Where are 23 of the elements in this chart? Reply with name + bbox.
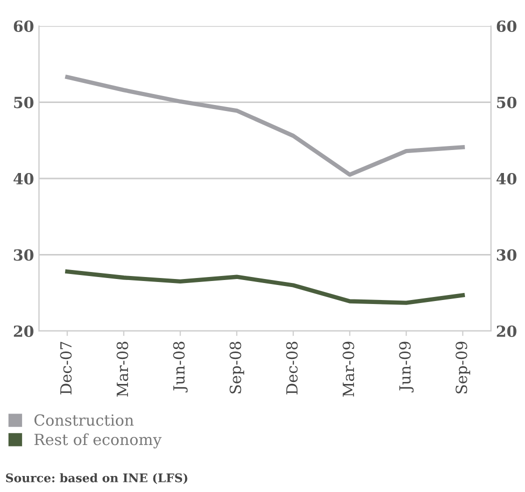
line-series xyxy=(65,269,465,305)
x-tick-label: Mar-09 xyxy=(342,342,354,397)
legend-label: Construction xyxy=(34,414,134,426)
x-tick-label: Mar-08 xyxy=(116,342,128,397)
y-tick-label: 60 xyxy=(14,20,34,32)
y2-tick-label: 50 xyxy=(497,96,516,108)
x-tick-label: Dec-07 xyxy=(60,342,72,394)
y-tick-label: 40 xyxy=(14,172,34,185)
x-tick-label: Dec-08 xyxy=(286,342,298,394)
source-note: Source: based on INE (LFS) xyxy=(6,473,188,484)
line-series xyxy=(65,75,465,177)
y2-tick-label: 30 xyxy=(496,249,516,261)
x-tick-label: Sep-08 xyxy=(230,342,244,394)
y2-tick-label: 40 xyxy=(496,172,516,185)
x-tick-label: Sep-09 xyxy=(456,342,470,394)
legend-label: Rest of economy xyxy=(34,433,162,448)
y-tick-label: 30 xyxy=(14,249,34,261)
x-tick-label: Jun-09 xyxy=(399,342,414,392)
y2-tick-label: 60 xyxy=(496,20,516,32)
x-tick-label: Jun-08 xyxy=(173,342,188,392)
y-tick-label: 50 xyxy=(14,96,34,108)
y2-tick-label: 20 xyxy=(496,325,516,338)
y-tick-label: 20 xyxy=(14,325,34,338)
